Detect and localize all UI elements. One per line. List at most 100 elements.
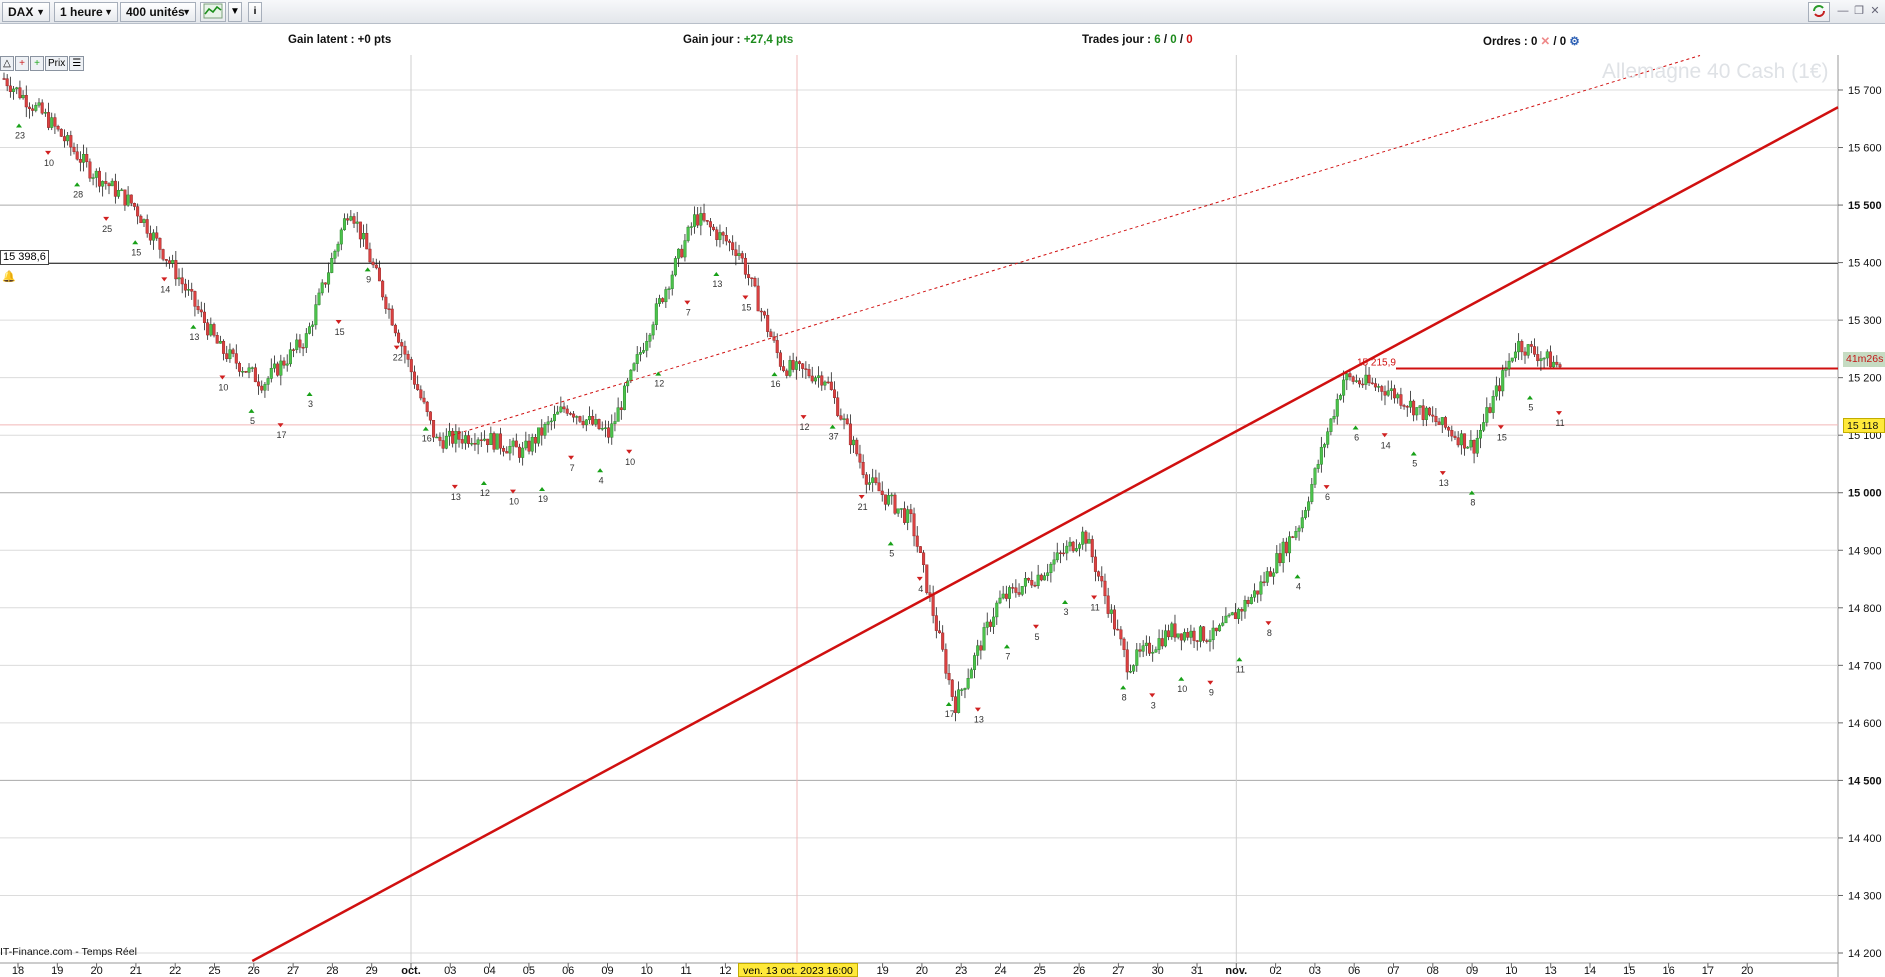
properties-icon[interactable]: ☰ bbox=[69, 56, 85, 71]
candle bbox=[591, 409, 595, 426]
signal-label: 8 bbox=[1122, 692, 1127, 702]
candle-body bbox=[861, 461, 865, 475]
candle-body bbox=[1033, 584, 1037, 587]
candle bbox=[969, 667, 973, 679]
candle bbox=[906, 505, 910, 531]
candle-body bbox=[762, 311, 766, 316]
price-button[interactable]: Prix bbox=[45, 56, 69, 71]
candle bbox=[1090, 535, 1094, 563]
signal-marker: 17 bbox=[945, 701, 955, 719]
candle-body bbox=[1396, 394, 1400, 399]
candle bbox=[1237, 607, 1241, 624]
candle bbox=[1284, 537, 1288, 557]
candle-body bbox=[1513, 351, 1517, 359]
candle bbox=[1548, 345, 1552, 368]
candle bbox=[1233, 603, 1237, 619]
zoom-out-icon[interactable]: △ bbox=[0, 56, 14, 71]
candle-body bbox=[696, 214, 700, 226]
candle-body bbox=[1412, 400, 1416, 416]
candle-body bbox=[237, 363, 241, 372]
signal-marker: 15 bbox=[335, 319, 345, 337]
zoom-in-icon[interactable]: + bbox=[15, 56, 29, 71]
buy-arrow-icon bbox=[306, 391, 313, 396]
signal-marker: 16 bbox=[770, 372, 780, 389]
candle bbox=[727, 239, 731, 252]
restore-icon[interactable]: ❐ bbox=[1854, 5, 1864, 17]
candle bbox=[938, 620, 942, 634]
candle bbox=[874, 469, 878, 486]
orders-info[interactable]: Ordres : 0 ✕ / 0 ⚙ bbox=[1483, 36, 1580, 48]
chart-type-dropdown[interactable]: ▼ bbox=[228, 2, 242, 22]
signal-marker: 5 bbox=[1526, 395, 1533, 413]
candle-body bbox=[1058, 552, 1062, 554]
candle-body bbox=[292, 349, 296, 351]
candle-body bbox=[88, 161, 92, 179]
candle-body bbox=[152, 232, 156, 241]
candle-body bbox=[1151, 651, 1155, 654]
chart-type-button[interactable] bbox=[200, 2, 226, 22]
candle bbox=[521, 441, 525, 466]
candle bbox=[635, 346, 639, 372]
refresh-button[interactable] bbox=[1808, 2, 1830, 22]
price-chart[interactable]: 15 700 15 600 15 500 15 400 15 300 15 200 15 1… bbox=[0, 55, 1885, 977]
candle-body bbox=[167, 260, 171, 264]
candle bbox=[1135, 643, 1139, 672]
candle-body bbox=[705, 220, 709, 222]
candle-body bbox=[852, 439, 856, 446]
candle bbox=[1081, 526, 1085, 550]
alarm-bell-icon[interactable]: 🔔 bbox=[2, 271, 16, 283]
signal-marker: 9 bbox=[1207, 680, 1214, 698]
candle bbox=[664, 286, 668, 308]
candle bbox=[1313, 467, 1317, 489]
resistance-level-label[interactable]: 15 398,6 bbox=[0, 250, 49, 265]
signal-marker: 5 bbox=[1032, 624, 1039, 642]
candle bbox=[973, 652, 977, 679]
candle-body bbox=[906, 509, 910, 523]
candle-body bbox=[155, 232, 159, 239]
candle bbox=[1208, 630, 1212, 652]
add-indicator-icon[interactable]: + bbox=[30, 56, 44, 71]
candle-body bbox=[327, 272, 331, 285]
candle bbox=[941, 625, 945, 652]
candle bbox=[552, 405, 556, 429]
candle-body bbox=[708, 221, 712, 228]
signal-label: 10 bbox=[509, 497, 519, 507]
close-icon[interactable]: ✕ bbox=[1870, 5, 1880, 17]
sell-arrow-icon bbox=[742, 295, 749, 300]
settings-icon[interactable]: ⚙ bbox=[1569, 36, 1580, 48]
candle-body bbox=[537, 427, 541, 444]
candle bbox=[976, 639, 980, 666]
candle bbox=[804, 361, 808, 379]
candle bbox=[183, 278, 187, 298]
candle bbox=[85, 147, 89, 168]
candle bbox=[171, 254, 175, 268]
timeframe-select[interactable]: 1 heure ▼ bbox=[54, 2, 118, 22]
candle-body bbox=[848, 423, 852, 446]
info-button[interactable]: i bbox=[248, 2, 262, 22]
candle-body bbox=[190, 289, 194, 292]
candle bbox=[820, 371, 824, 391]
x-tick-label: 03 bbox=[1309, 965, 1321, 977]
candle-body bbox=[355, 221, 359, 224]
candle-body bbox=[1001, 593, 1005, 599]
candle bbox=[600, 421, 604, 431]
candle-body bbox=[979, 645, 983, 651]
candle-body bbox=[597, 419, 601, 429]
candle bbox=[187, 279, 191, 296]
instrument-select[interactable]: DAX ▼ bbox=[2, 2, 50, 22]
candle bbox=[1396, 392, 1400, 404]
candle bbox=[785, 368, 789, 379]
candle bbox=[1272, 568, 1276, 585]
candle bbox=[1555, 355, 1559, 368]
minimize-icon[interactable]: — bbox=[1837, 5, 1849, 17]
candle-body bbox=[416, 384, 420, 390]
candle bbox=[393, 323, 397, 337]
candle bbox=[75, 144, 79, 161]
candle-body bbox=[467, 435, 471, 444]
x-tick-label: 20 bbox=[1741, 965, 1753, 977]
candle-body bbox=[1491, 396, 1495, 413]
units-select[interactable]: 400 unités ▼ bbox=[120, 2, 196, 22]
candle bbox=[788, 355, 792, 378]
candle bbox=[747, 264, 751, 286]
candle-body bbox=[37, 102, 41, 106]
